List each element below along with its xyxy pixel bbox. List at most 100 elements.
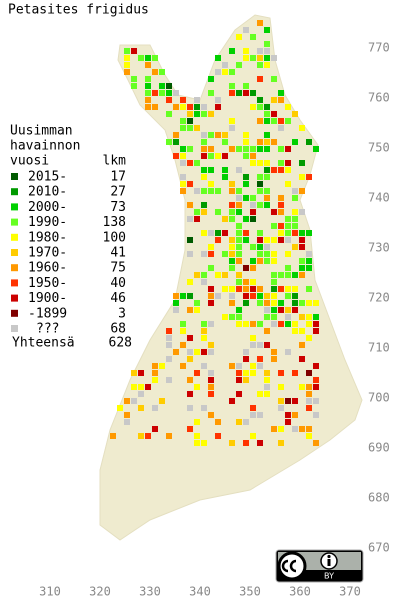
observation-square bbox=[299, 209, 305, 215]
observation-square bbox=[145, 433, 151, 439]
observation-square bbox=[306, 391, 312, 397]
observation-square bbox=[201, 349, 207, 355]
observation-square bbox=[292, 188, 298, 194]
observation-square bbox=[264, 195, 270, 201]
observation-square bbox=[131, 76, 137, 82]
observation-square bbox=[292, 328, 298, 334]
observation-square bbox=[257, 48, 263, 54]
observation-square bbox=[292, 321, 298, 327]
observation-square bbox=[264, 300, 270, 306]
observation-square bbox=[250, 258, 256, 264]
observation-square bbox=[180, 328, 186, 334]
observation-square bbox=[145, 97, 151, 103]
observation-square bbox=[229, 69, 235, 75]
observation-square bbox=[278, 370, 284, 376]
observation-square bbox=[173, 300, 179, 306]
observation-square bbox=[145, 90, 151, 96]
observation-square bbox=[264, 314, 270, 320]
observation-square bbox=[306, 433, 312, 439]
observation-square bbox=[236, 90, 242, 96]
legend-label: 1900- bbox=[28, 291, 67, 306]
observation-square bbox=[152, 363, 158, 369]
observation-square bbox=[250, 90, 256, 96]
observation-square bbox=[250, 160, 256, 166]
legend-count: 46 bbox=[110, 291, 126, 306]
legend-count: 138 bbox=[103, 215, 126, 230]
observation-square bbox=[278, 209, 284, 215]
observation-square bbox=[278, 300, 284, 306]
observation-square bbox=[201, 104, 207, 110]
observation-square bbox=[180, 174, 186, 180]
observation-square bbox=[208, 412, 214, 418]
observation-square bbox=[285, 265, 291, 271]
observation-square bbox=[257, 118, 263, 124]
observation-square bbox=[229, 293, 235, 299]
observation-square bbox=[208, 321, 214, 327]
observation-square bbox=[257, 258, 263, 264]
observation-square bbox=[292, 286, 298, 292]
x-coordinate-label: 320 bbox=[89, 585, 111, 599]
y-coordinate-label: 690 bbox=[368, 441, 390, 455]
observation-square bbox=[180, 160, 186, 166]
observation-square bbox=[187, 146, 193, 152]
legend-swatch bbox=[11, 309, 18, 317]
observation-square bbox=[271, 97, 277, 103]
observation-square bbox=[306, 258, 312, 264]
observation-square bbox=[243, 230, 249, 236]
x-coordinate-label: 330 bbox=[139, 585, 161, 599]
observation-square bbox=[257, 188, 263, 194]
observation-square bbox=[313, 314, 319, 320]
observation-square bbox=[166, 335, 172, 341]
observation-square bbox=[306, 251, 312, 257]
observation-square bbox=[180, 293, 186, 299]
observation-square bbox=[124, 55, 130, 61]
observation-square bbox=[131, 398, 137, 404]
observation-square bbox=[180, 181, 186, 187]
observation-square bbox=[124, 398, 130, 404]
observation-square bbox=[187, 160, 193, 166]
observation-square bbox=[271, 321, 277, 327]
observation-square bbox=[229, 48, 235, 54]
observation-square bbox=[180, 146, 186, 152]
observation-square bbox=[243, 279, 249, 285]
observation-square bbox=[306, 370, 312, 376]
observation-square bbox=[257, 230, 263, 236]
observation-square bbox=[187, 356, 193, 362]
observation-square bbox=[313, 440, 319, 446]
x-coordinate-label: 360 bbox=[289, 585, 311, 599]
observation-square bbox=[173, 132, 179, 138]
observation-square bbox=[194, 307, 200, 313]
legend-year-label: vuosi bbox=[10, 154, 49, 169]
observation-square bbox=[215, 153, 221, 159]
observation-square bbox=[299, 314, 305, 320]
by-icon-body bbox=[327, 559, 331, 566]
observation-square bbox=[299, 356, 305, 362]
observation-square bbox=[278, 90, 284, 96]
legend-count: 27 bbox=[110, 185, 126, 200]
observation-square bbox=[313, 321, 319, 327]
observation-square bbox=[285, 146, 291, 152]
observation-square bbox=[264, 384, 270, 390]
observation-square bbox=[208, 153, 214, 159]
observation-square bbox=[229, 216, 235, 222]
observation-square bbox=[264, 160, 270, 166]
observation-square bbox=[306, 300, 312, 306]
observation-square bbox=[222, 167, 228, 173]
observation-square bbox=[236, 370, 242, 376]
observation-square bbox=[236, 146, 242, 152]
observation-square bbox=[152, 104, 158, 110]
observation-square bbox=[194, 111, 200, 117]
observation-square bbox=[278, 321, 284, 327]
observation-square bbox=[278, 286, 284, 292]
observation-square bbox=[166, 139, 172, 145]
observation-square bbox=[250, 153, 256, 159]
observation-square bbox=[250, 335, 256, 341]
observation-square bbox=[180, 321, 186, 327]
observation-square bbox=[271, 223, 277, 229]
observation-square bbox=[173, 90, 179, 96]
observation-square bbox=[264, 174, 270, 180]
observation-square bbox=[243, 216, 249, 222]
observation-square bbox=[215, 97, 221, 103]
observation-square bbox=[264, 258, 270, 264]
